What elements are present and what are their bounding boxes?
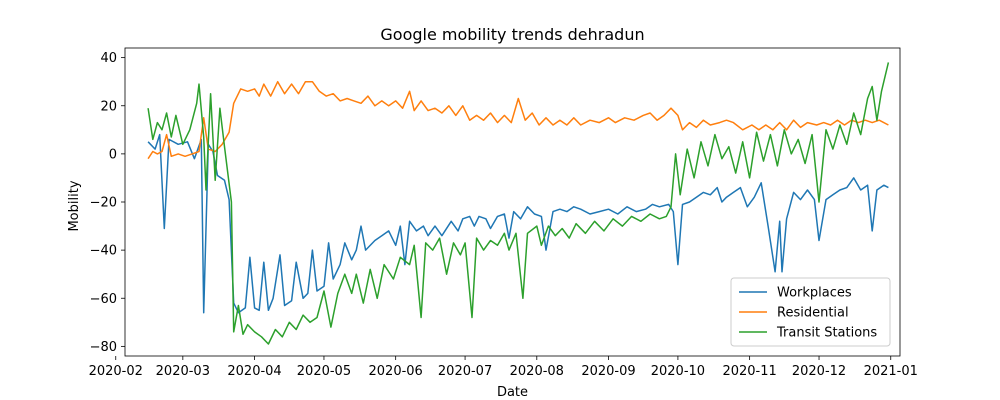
y-axis-label: Mobility [67, 180, 82, 231]
x-tick-label: 2020-08 [510, 364, 564, 379]
series-line-workplaces [147, 133, 889, 314]
x-tick-label: 2020-07 [438, 364, 492, 379]
y-tick-label: −40 [90, 244, 117, 259]
y-tick-label: −60 [90, 292, 117, 307]
legend-label: Residential [777, 306, 849, 321]
x-tick-label: 2020-04 [227, 364, 281, 379]
y-tick-label: −20 [90, 196, 117, 211]
x-tick-label: 2020-05 [297, 364, 351, 379]
x-tick-label: 2020-09 [581, 364, 635, 379]
legend-label: Transit Stations [776, 326, 877, 341]
series-line-transit-stations [147, 62, 890, 345]
y-tick-label: 40 [100, 51, 117, 66]
legend: Workplaces Residential Transit Stations [730, 277, 891, 347]
x-tick-label: 2020-12 [792, 364, 846, 379]
legend-label: Workplaces [777, 286, 852, 301]
y-tick-label: 20 [100, 99, 117, 114]
series-line-residential [147, 80, 889, 160]
x-tick-label: 2021-01 [864, 364, 918, 379]
x-axis-label: Date [497, 385, 528, 400]
y-tick-label: 0 [109, 147, 117, 162]
chart-title: Google mobility trends dehradun [380, 25, 644, 44]
x-tick-label: 2020-06 [369, 364, 423, 379]
legend-box [730, 277, 891, 347]
y-tick-label: −80 [90, 340, 117, 355]
x-tick-label: 2020-02 [89, 364, 143, 379]
x-tick-label: 2020-11 [722, 364, 776, 379]
x-tick-label: 2020-10 [651, 364, 705, 379]
plot-area: 2020-02 2020-03 2020-04 2020-05 2020-06 2020-… [89, 47, 918, 379]
x-tick-label: 2020-03 [156, 364, 210, 379]
